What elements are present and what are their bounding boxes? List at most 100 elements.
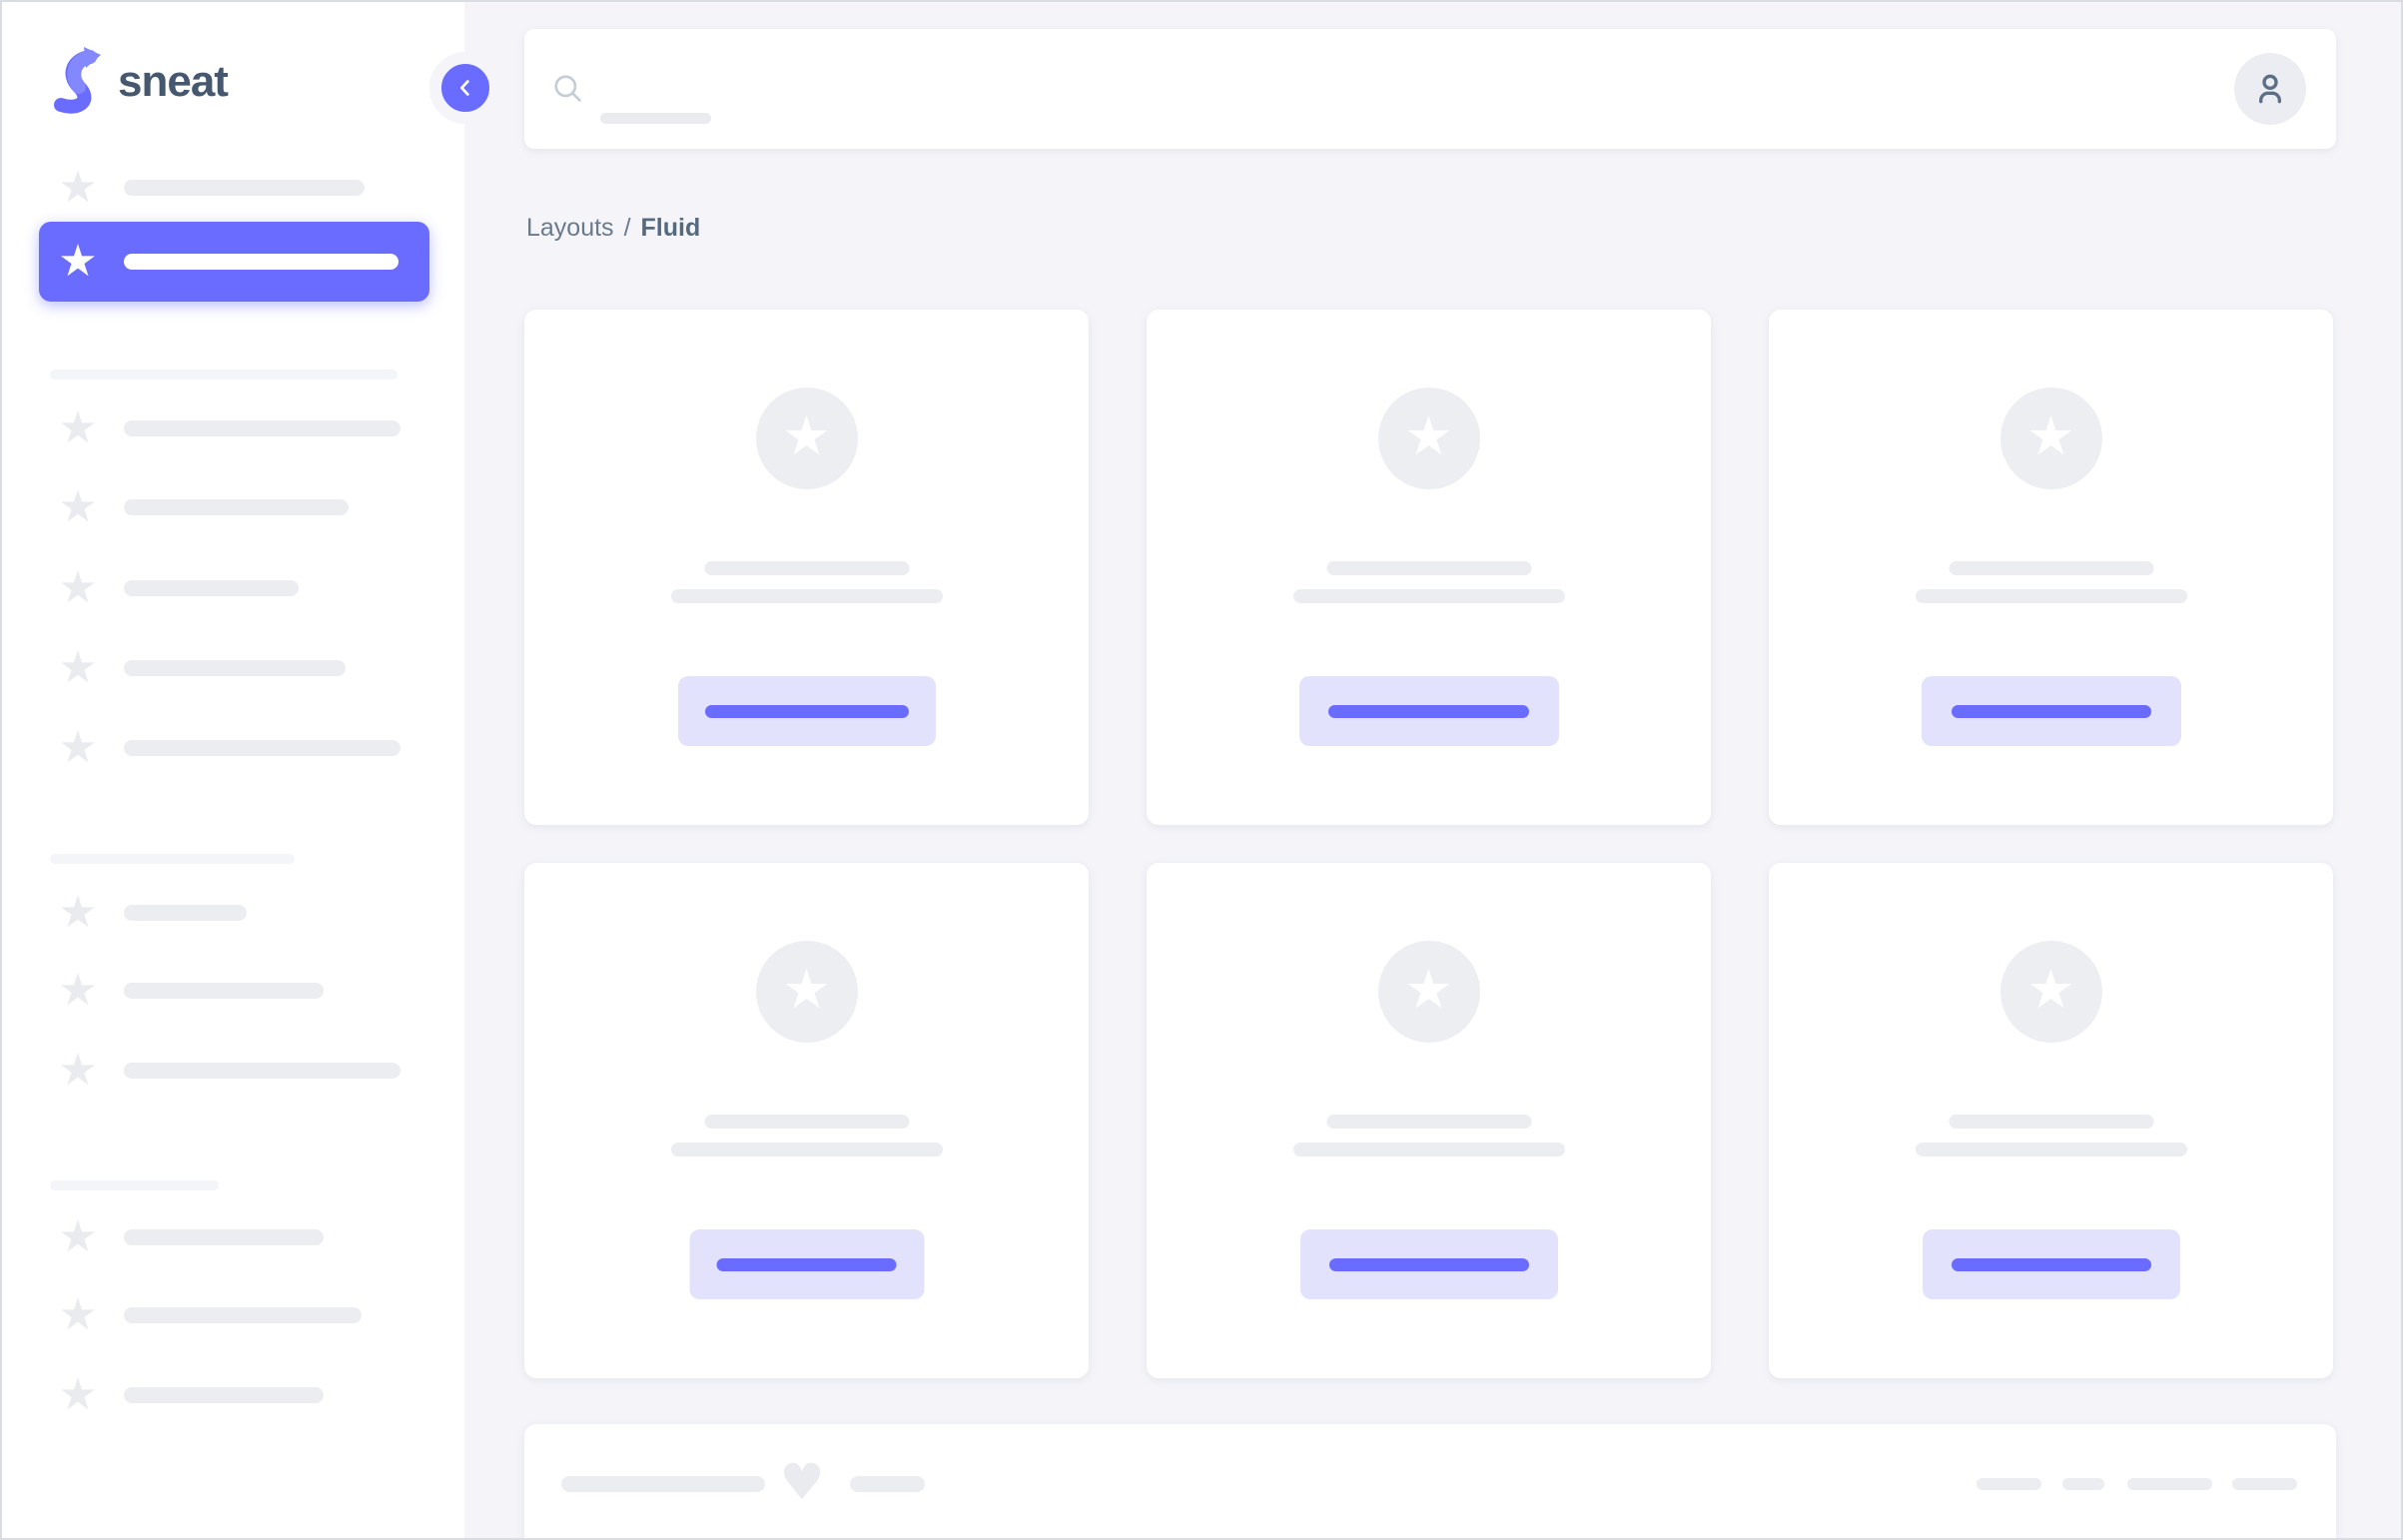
sidebar-skeleton-item[interactable]: ★ [2, 1369, 464, 1420]
search-bar[interactable] [524, 29, 2336, 149]
star-icon: ★ [58, 887, 98, 938]
star-icon: ★ [58, 722, 98, 773]
button-label-skeleton [1328, 1257, 1529, 1271]
card-title-skeleton [1326, 1115, 1531, 1129]
breadcrumb: Layouts / Fluid [526, 214, 700, 243]
search-placeholder-skeleton [600, 113, 711, 124]
sidebar-collapse-button[interactable] [429, 52, 501, 124]
card-avatar: ★ [2000, 387, 2102, 489]
button-label-skeleton [1328, 704, 1529, 718]
demo-card: ★ [1769, 863, 2333, 1378]
sidebar-item-label-skeleton [124, 420, 400, 436]
user-avatar[interactable] [2234, 53, 2306, 125]
sidebar-item-label-skeleton [124, 983, 324, 999]
star-icon: ★ [58, 402, 98, 453]
brand-name: sneat [118, 57, 229, 106]
star-icon: ★ [58, 965, 98, 1016]
card-subtitle-skeleton [1292, 1143, 1565, 1156]
demo-card: ★ [1147, 863, 1711, 1378]
chevron-left-icon [459, 80, 469, 96]
star-icon: ★ [58, 1045, 98, 1096]
card-title-skeleton [1949, 561, 2153, 575]
search-icon [552, 73, 584, 110]
star-icon: ★ [782, 404, 831, 467]
card-grid: ★ ★ ★ [524, 310, 2333, 1378]
star-icon: ★ [58, 642, 98, 693]
star-icon: ★ [1404, 958, 1453, 1021]
card-avatar: ★ [755, 387, 858, 489]
sidebar-item-label-skeleton [124, 180, 365, 196]
star-icon: ★ [58, 1369, 98, 1420]
card-action-button[interactable] [1299, 1229, 1558, 1299]
sidebar-item-label-skeleton [124, 1387, 324, 1403]
breadcrumb-separator: / [623, 214, 631, 242]
star-icon: ★ [58, 1211, 98, 1262]
brand[interactable]: sneat [48, 44, 229, 120]
footer-link-skeleton [1977, 1478, 2041, 1490]
sidebar-skeleton-item[interactable]: ★ [2, 722, 464, 773]
star-icon: ★ [58, 162, 98, 213]
card-action-button[interactable] [689, 1229, 924, 1299]
sidebar-skeleton-item[interactable]: ★ [2, 1211, 464, 1262]
sidebar: sneat ★ ★ ★ ★ ★ ★ [2, 2, 501, 1538]
sidebar-item-label-skeleton [124, 740, 400, 756]
star-icon: ★ [1404, 404, 1453, 467]
sidebar-skeleton-item[interactable]: ★ [2, 642, 464, 693]
button-label-skeleton [716, 1257, 897, 1271]
star-icon: ★ [2026, 958, 2075, 1021]
demo-card: ★ [1147, 310, 1711, 825]
card-avatar: ★ [755, 941, 858, 1043]
footer-link-skeleton [2127, 1478, 2212, 1490]
sidebar-skeleton-item[interactable]: ★ [2, 562, 464, 613]
sidebar-item-label-skeleton [124, 1063, 400, 1079]
star-icon: ★ [58, 562, 98, 613]
star-icon: ★ [782, 958, 831, 1021]
sidebar-section-heading-skeleton [50, 1180, 219, 1190]
sidebar-item-label-skeleton [124, 580, 299, 596]
star-icon: ★ [2026, 404, 2075, 467]
sidebar-item-label-skeleton [124, 905, 247, 921]
sidebar-skeleton-item[interactable]: ★ [2, 1289, 464, 1340]
card-subtitle-skeleton [1915, 1143, 2187, 1156]
footer-text-skeleton [561, 1476, 765, 1492]
sidebar-skeleton-item[interactable]: ★ [2, 481, 464, 532]
footer-text-skeleton [850, 1476, 925, 1492]
sidebar-item-label-skeleton [124, 1307, 362, 1323]
sidebar-skeleton-item[interactable]: ★ [2, 965, 464, 1016]
card-title-skeleton [704, 1115, 909, 1129]
sidebar-active-item[interactable]: ★ [39, 222, 429, 302]
button-label-skeleton [1951, 704, 2151, 718]
star-icon: ★ [58, 1289, 98, 1340]
card-title-skeleton [704, 561, 909, 575]
sidebar-section-heading-skeleton [50, 370, 398, 380]
sidebar-skeleton-item[interactable]: ★ [2, 887, 464, 938]
card-subtitle-skeleton [1915, 589, 2187, 603]
demo-card: ★ [1769, 310, 2333, 825]
card-subtitle-skeleton [670, 589, 943, 603]
sidebar-item-label-skeleton [124, 660, 346, 676]
card-action-button[interactable] [1921, 676, 2181, 746]
sidebar-section-heading-skeleton [50, 854, 295, 864]
card-action-button[interactable] [677, 676, 936, 746]
like-button[interactable]: ♥ [776, 1454, 828, 1510]
star-icon: ★ [58, 481, 98, 532]
sidebar-skeleton-item[interactable]: ★ [2, 162, 464, 213]
footer-link-skeleton [2232, 1478, 2297, 1490]
user-icon [2259, 74, 2281, 104]
sidebar-skeleton-item[interactable]: ★ [2, 1045, 464, 1096]
card-action-button[interactable] [1922, 1229, 2180, 1299]
card-avatar: ★ [1377, 387, 1480, 489]
footer-link-skeleton [2062, 1478, 2104, 1490]
card-subtitle-skeleton [670, 1143, 943, 1156]
breadcrumb-section[interactable]: Layouts [526, 214, 614, 242]
card-title-skeleton [1949, 1115, 2153, 1129]
footer-card: ♥ [524, 1424, 2336, 1538]
heart-icon: ♥ [779, 1453, 825, 1511]
breadcrumb-current: Fluid [640, 214, 701, 242]
card-action-button[interactable] [1298, 676, 1559, 746]
sneat-logo-icon [54, 47, 101, 114]
button-label-skeleton [704, 704, 909, 718]
sidebar-item-label-skeleton [124, 254, 399, 270]
sidebar-skeleton-item[interactable]: ★ [2, 402, 464, 453]
